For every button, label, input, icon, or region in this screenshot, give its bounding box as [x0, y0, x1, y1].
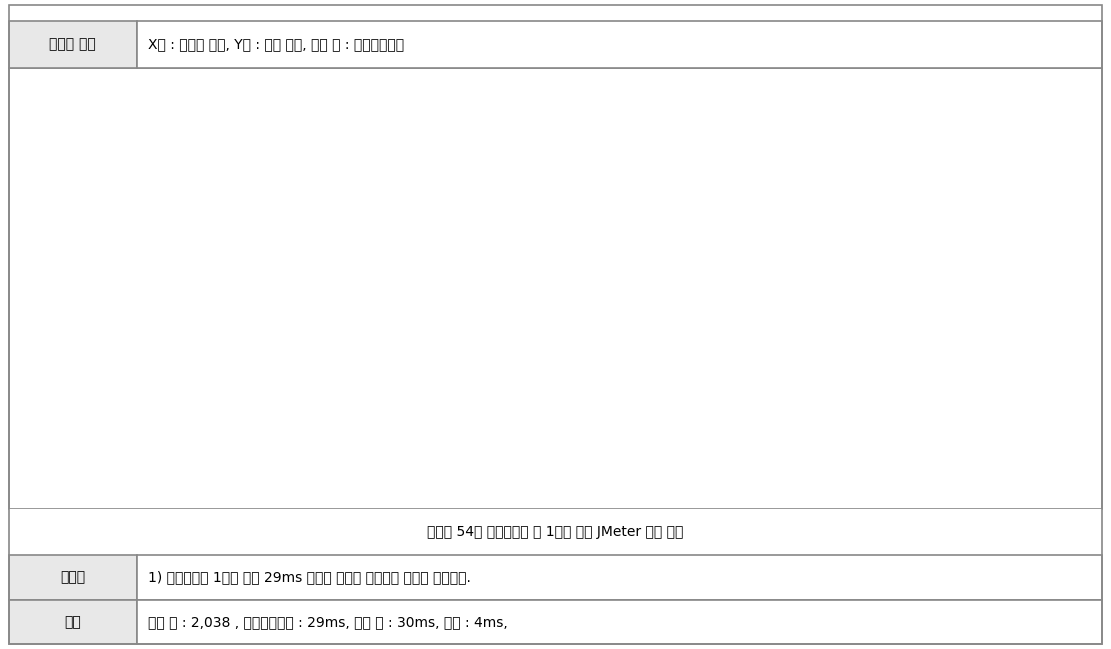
Text: 시사점: 시사점	[60, 570, 86, 585]
Text: 샘플 수 : 2,038 , 평균응답시간 : 29ms, 중앙 값 : 30ms, 편차 : 4ms,: 샘플 수 : 2,038 , 평균응답시간 : 29ms, 중앙 값 : 30m…	[148, 615, 508, 629]
Text: 그래프 설명: 그래프 설명	[49, 38, 97, 51]
Text: 1) 동시접속자 1명일 경우 29ms 정도의 속도로 일정하게 속도가 유지된다.: 1) 동시접속자 1명일 경우 29ms 정도의 속도로 일정하게 속도가 유지…	[148, 570, 471, 585]
Y-axis label: Milliseconds: Milliseconds	[29, 248, 38, 299]
Text: ＜그림 54＞ 동시접속자 수 1명일 경우 JMeter 측정 화면: ＜그림 54＞ 동시접속자 수 1명일 경우 JMeter 측정 화면	[428, 525, 683, 539]
Title: Response Time Graph: Response Time Graph	[514, 67, 635, 78]
Text: X축 : 테스트 시간, Y축 : 응답 시간, 흐색 선 : 평균응답시간: X축 : 테스트 시간, Y축 : 응답 시간, 흐색 선 : 평균응답시간	[148, 38, 404, 51]
Text: 결과: 결과	[64, 615, 81, 629]
